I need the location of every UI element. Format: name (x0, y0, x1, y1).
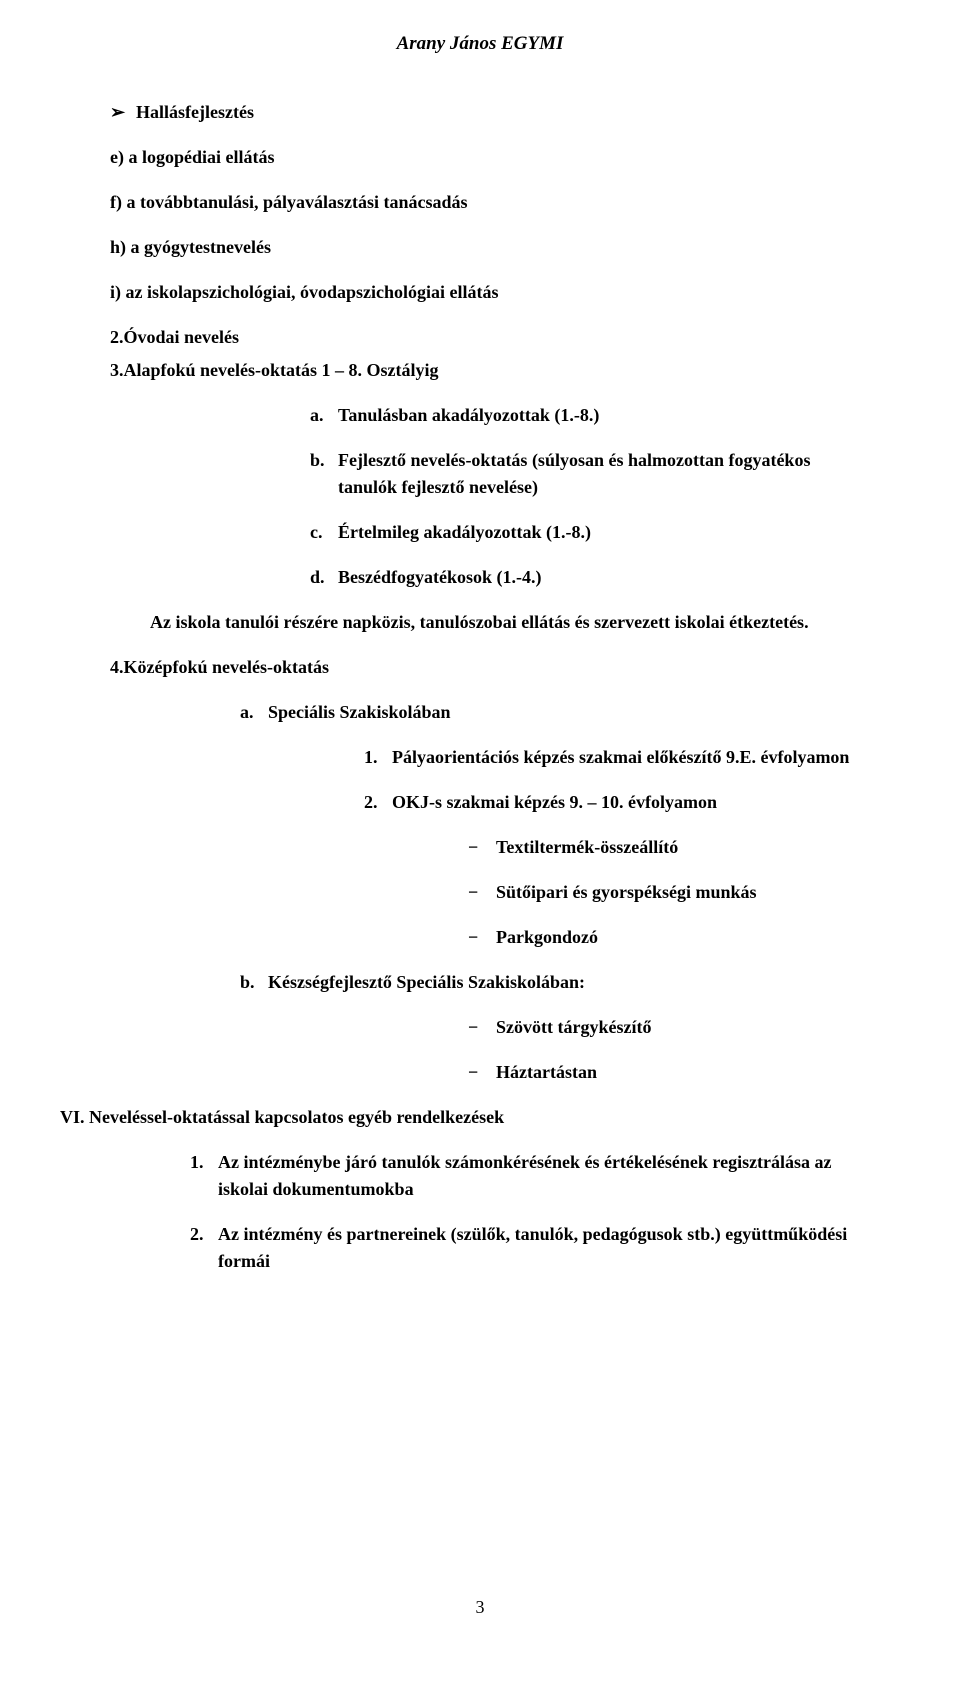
mid-text-b: Készségfejlesztő Speciális Szakiskolában… (268, 969, 850, 996)
dash-icon: − (468, 924, 496, 951)
final-num-1: 1. Az intézménybe járó tanulók számonkér… (190, 1149, 850, 1203)
item-4: 4.Középfokú nevelés-oktatás (110, 654, 850, 681)
marker-a: a. (310, 402, 338, 429)
final-num1-text: Az intézménybe járó tanulók számonkérésé… (218, 1149, 850, 1203)
item-3: 3.Alapfokú nevelés-oktatás 1 – 8. Osztál… (110, 357, 850, 384)
mid-num2-marker: 2. (364, 789, 392, 816)
dash-a-3: − Parkgondozó (468, 924, 850, 951)
page-header: Arany János EGYMI (110, 30, 850, 59)
dash-icon: − (468, 1059, 496, 1086)
marker-c: c. (310, 519, 338, 546)
mid-item-a: a. Speciális Szakiskolában (240, 699, 850, 726)
dash-icon: − (468, 834, 496, 861)
mid-num-2: 2. OKJ-s szakmai képzés 9. – 10. évfolya… (364, 789, 850, 816)
sub-item-a: a. Tanulásban akadályozottak (1.-8.) (310, 402, 850, 429)
note-text: Az iskola tanulói részére napközis, tanu… (150, 609, 830, 636)
marker-d: d. (310, 564, 338, 591)
sub-text-b: Fejlesztő nevelés-oktatás (súlyosan és h… (338, 447, 850, 501)
mid-num2-text: OKJ-s szakmai képzés 9. – 10. évfolyamon (392, 789, 850, 816)
item-h: h) a gyógytestnevelés (110, 234, 850, 261)
triangle-bullet-icon: ➢ (110, 99, 136, 126)
dash-a3-text: Parkgondozó (496, 924, 850, 951)
bullet-item: ➢ Hallásfejlesztés (110, 99, 850, 126)
dash-a-1: − Textiltermék-összeállító (468, 834, 850, 861)
mid-item-b: b. Készségfejlesztő Speciális Szakiskolá… (240, 969, 850, 996)
marker-b: b. (310, 447, 338, 501)
dash-icon: − (468, 879, 496, 906)
sub-text-d: Beszédfogyatékosok (1.-4.) (338, 564, 850, 591)
item-e: e) a logopédiai ellátás (110, 144, 850, 171)
dash-a2-text: Sütőipari és gyorspékségi munkás (496, 879, 850, 906)
dash-b-2: − Háztartástan (468, 1059, 850, 1086)
mid-num-1: 1. Pályaorientációs képzés szakmai előké… (364, 744, 850, 771)
page-number: 3 (0, 1594, 960, 1621)
item-f: f) a továbbtanulási, pályaválasztási tan… (110, 189, 850, 216)
final-num2-marker: 2. (190, 1221, 218, 1275)
mid-num1-marker: 1. (364, 744, 392, 771)
section-vi: VI. Neveléssel-oktatással kapcsolatos eg… (60, 1104, 850, 1131)
mid-marker-b: b. (240, 969, 268, 996)
document-page: Arany János EGYMI ➢ Hallásfejlesztés e) … (0, 0, 960, 1681)
final-num2-text: Az intézmény és partnereinek (szülők, ta… (218, 1221, 850, 1275)
mid-marker-a: a. (240, 699, 268, 726)
mid-num1-text: Pályaorientációs képzés szakmai előkészí… (392, 744, 850, 771)
item-2: 2.Óvodai nevelés (110, 324, 850, 351)
dash-b1-text: Szövött tárgykészítő (496, 1014, 850, 1041)
dash-a-2: − Sütőipari és gyorspékségi munkás (468, 879, 850, 906)
mid-text-a: Speciális Szakiskolában (268, 699, 850, 726)
dash-icon: − (468, 1014, 496, 1041)
sub-text-a: Tanulásban akadályozottak (1.-8.) (338, 402, 850, 429)
sub-item-b: b. Fejlesztő nevelés-oktatás (súlyosan é… (310, 447, 850, 501)
final-num1-marker: 1. (190, 1149, 218, 1203)
bullet-text: Hallásfejlesztés (136, 99, 850, 126)
dash-a1-text: Textiltermék-összeállító (496, 834, 850, 861)
dash-b2-text: Háztartástan (496, 1059, 850, 1086)
dash-b-1: − Szövött tárgykészítő (468, 1014, 850, 1041)
sub-item-c: c. Értelmileg akadályozottak (1.-8.) (310, 519, 850, 546)
sub-text-c: Értelmileg akadályozottak (1.-8.) (338, 519, 850, 546)
final-num-2: 2. Az intézmény és partnereinek (szülők,… (190, 1221, 850, 1275)
item-i: i) az iskolapszichológiai, óvodapszichol… (110, 279, 850, 306)
sub-item-d: d. Beszédfogyatékosok (1.-4.) (310, 564, 850, 591)
